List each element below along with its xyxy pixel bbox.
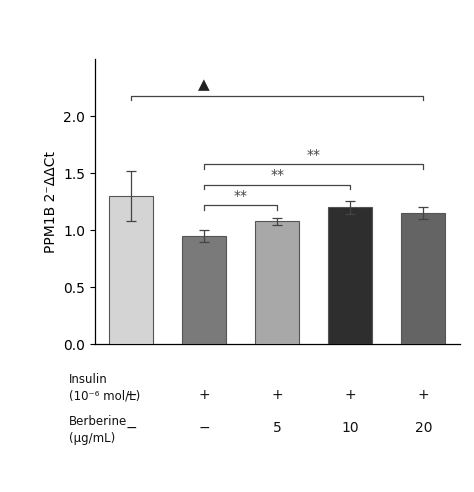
Text: Berberine
(μg/mL): Berberine (μg/mL) <box>69 415 128 445</box>
Text: 10: 10 <box>341 421 359 435</box>
Text: **: ** <box>270 168 284 183</box>
Text: 5: 5 <box>273 421 282 435</box>
Bar <box>255 221 299 344</box>
Bar <box>109 196 153 344</box>
Text: +: + <box>272 388 283 401</box>
Text: +: + <box>418 388 429 401</box>
Text: −: − <box>126 421 137 435</box>
Text: **: ** <box>234 189 248 203</box>
Text: +: + <box>199 388 210 401</box>
Text: −: − <box>126 388 137 401</box>
Y-axis label: PPM1B 2⁻ΔΔCt: PPM1B 2⁻ΔΔCt <box>44 151 57 253</box>
Bar <box>328 208 372 344</box>
Text: −: − <box>199 421 210 435</box>
Text: +: + <box>345 388 356 401</box>
Bar <box>401 213 445 344</box>
Text: 20: 20 <box>415 421 432 435</box>
Text: ▲: ▲ <box>199 77 210 92</box>
Text: Insulin
(10⁻⁶ mol/L): Insulin (10⁻⁶ mol/L) <box>69 373 140 403</box>
Text: **: ** <box>307 148 321 162</box>
Bar <box>182 236 226 344</box>
